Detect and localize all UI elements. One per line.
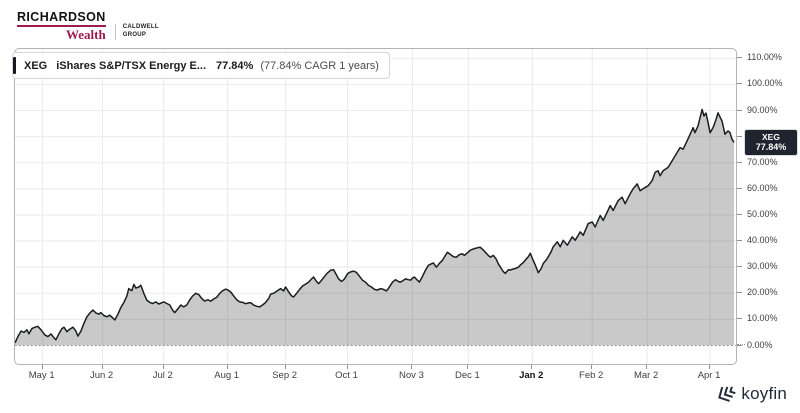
x-tick-label: May 1 xyxy=(28,370,55,381)
y-tick-mark xyxy=(737,187,742,189)
x-tick-label: Jan 2 xyxy=(519,370,544,381)
brand-divider xyxy=(114,24,116,41)
x-tick-mark xyxy=(162,365,164,369)
koyfin-watermark: koyfin xyxy=(716,384,787,404)
last-value-badge: XEG 77.84% xyxy=(744,129,798,156)
x-tick-mark xyxy=(591,365,593,369)
x-tick-mark xyxy=(346,365,348,369)
caldwell-group-wordmark: CALDWELL GROUP xyxy=(123,24,159,42)
y-tick-mark xyxy=(737,240,742,242)
richardson-wealth-wordmark: RICHARDSON Wealth xyxy=(17,10,106,43)
y-tick-mark xyxy=(737,135,742,137)
y-tick-label: 40.00% xyxy=(747,235,778,246)
series-line xyxy=(15,108,735,344)
x-tick-mark xyxy=(101,365,103,369)
x-tick-mark xyxy=(646,365,648,369)
x-tick-label: Nov 3 xyxy=(399,370,424,381)
y-tick-mark xyxy=(737,292,742,294)
x-tick-mark xyxy=(226,365,228,369)
brand-group-text: GROUP xyxy=(122,31,147,38)
y-tick-label: 90.00% xyxy=(747,104,778,115)
y-tick-mark xyxy=(737,83,742,85)
series-legend[interactable]: XEG iShares S&P/TSX Energy E... 77.84% (… xyxy=(12,52,390,79)
y-tick-label: 110.00% xyxy=(747,52,782,63)
y-tick-mark xyxy=(737,266,742,268)
y-tick-label: 0.00% xyxy=(747,339,773,350)
y-tick-mark xyxy=(737,109,742,111)
series-area-fill xyxy=(15,109,734,346)
y-tick-mark xyxy=(737,57,742,59)
koyfin-chevrons-icon xyxy=(718,386,736,402)
x-tick-label: Dec 1 xyxy=(454,370,480,381)
y-tick-label: 100.00% xyxy=(747,78,783,89)
x-tick-mark xyxy=(41,365,43,369)
brand-richardson-text: RICHARDSON xyxy=(17,10,106,28)
richardson-wealth-logo: RICHARDSON Wealth CALDWELL GROUP xyxy=(17,10,159,43)
series-color-bar xyxy=(13,57,16,74)
y-tick-label: 50.00% xyxy=(747,208,778,219)
x-tick-label: Oct 1 xyxy=(335,370,358,381)
x-tick-label: Jun 2 xyxy=(89,370,114,381)
x-tick-label: Apr 1 xyxy=(697,370,721,381)
y-tick-mark xyxy=(737,318,742,320)
x-tick-mark xyxy=(284,365,286,369)
koyfin-logo-text: koyfin xyxy=(741,384,787,403)
x-tick-label: Jul 2 xyxy=(152,370,173,381)
badge-ticker: XEG xyxy=(762,132,780,142)
y-tick-mark xyxy=(737,344,742,346)
x-tick-mark xyxy=(411,365,413,369)
x-tick-label: Aug 1 xyxy=(214,370,240,381)
x-tick-label: Feb 2 xyxy=(579,370,604,381)
y-tick-mark xyxy=(737,161,742,163)
brand-wealth-text: Wealth xyxy=(66,27,106,43)
y-tick-mark xyxy=(737,213,742,215)
y-tick-label: 10.00% xyxy=(747,313,778,324)
legend-cagr-note: (77.84% CAGR 1 years) xyxy=(260,59,379,72)
legend-series-name: iShares S&P/TSX Energy E... xyxy=(56,59,207,72)
x-tick-mark xyxy=(531,365,533,369)
x-tick-label: Mar 2 xyxy=(633,370,659,381)
legend-ticker: XEG xyxy=(24,59,48,72)
area-chart[interactable] xyxy=(15,49,736,364)
price-chart-plot-area[interactable] xyxy=(14,48,737,365)
x-tick-label: Sep 2 xyxy=(272,370,298,381)
y-tick-label: 70.00% xyxy=(747,156,778,167)
x-tick-mark xyxy=(467,365,469,369)
y-tick-label: 30.00% xyxy=(747,261,778,272)
x-tick-mark xyxy=(709,365,711,369)
y-tick-label: 60.00% xyxy=(747,182,778,193)
brand-caldwell-text: CALDWELL xyxy=(122,24,159,31)
zero-line-extension xyxy=(737,344,745,345)
legend-return-value: 77.84% xyxy=(216,59,254,72)
y-tick-label: 20.00% xyxy=(747,287,778,298)
badge-value: 77.84% xyxy=(755,142,787,152)
